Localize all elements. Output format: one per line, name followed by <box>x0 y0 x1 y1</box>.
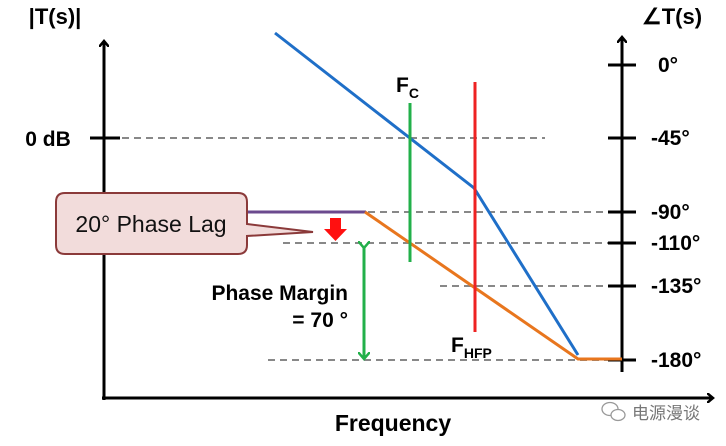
phase-tick-label: 0° <box>658 54 678 77</box>
phase-tick-label: -180° <box>651 349 701 372</box>
phase-curve <box>364 210 622 361</box>
right-axis-label: ∠T(s) <box>642 4 702 29</box>
phase-margin-value: = 70 ° <box>292 309 348 332</box>
fhfp-label: FHFP <box>451 334 492 361</box>
phase-lag-arrow-icon <box>324 218 347 241</box>
phase-margin-label: Phase Margin <box>211 282 348 305</box>
zero-db-label: 0 dB <box>25 128 71 151</box>
x-axis-label: Frequency <box>335 410 452 436</box>
phase-tick-label: -110° <box>651 232 700 255</box>
left-axis-label: |T(s)| <box>29 4 82 29</box>
callout-text: 20° Phase Lag <box>75 211 226 237</box>
magnitude-curve <box>274 31 580 356</box>
watermark-text: 电源漫谈 <box>632 404 700 424</box>
phase-ticks <box>608 63 636 362</box>
phase-tick-label: -135° <box>651 275 701 298</box>
phase-tick-label: -90° <box>651 201 690 224</box>
wechat-icon <box>601 401 626 422</box>
phase-tick-label: -45° <box>651 127 690 150</box>
fc-label: FC <box>396 74 419 101</box>
callout-bubble <box>55 192 314 255</box>
